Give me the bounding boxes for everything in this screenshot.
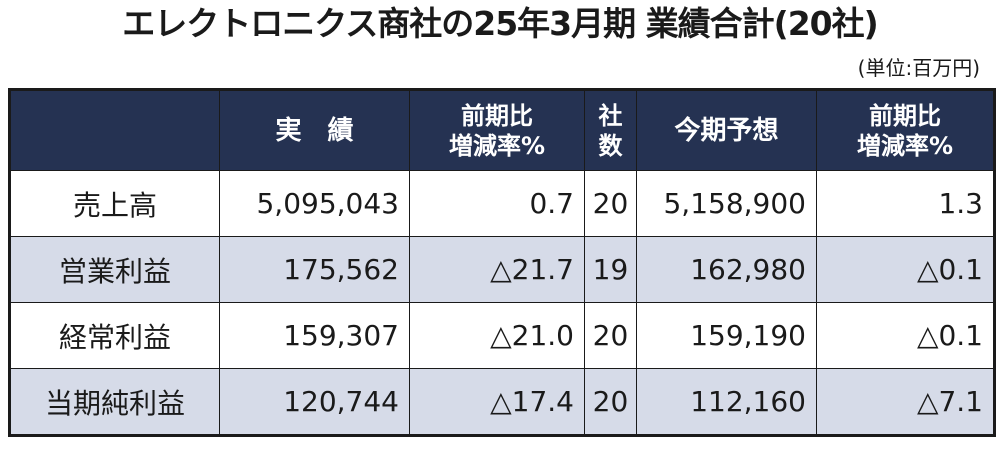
header-yoy: 前期比 増減率% — [409, 89, 585, 171]
row-label: 売上高 — [9, 170, 220, 237]
forecast-yoy-value: △0.1 — [816, 236, 995, 303]
actual-value: 120,744 — [219, 368, 410, 436]
header-companies: 社 数 — [584, 89, 637, 171]
companies-count: 20 — [584, 170, 637, 237]
header-forecast-yoy-line1: 前期比 — [869, 101, 941, 130]
yoy-value: △21.0 — [409, 302, 585, 369]
header-yoy-line1: 前期比 — [461, 101, 533, 130]
row-label: 当期純利益 — [9, 368, 220, 436]
companies-count: 20 — [584, 368, 637, 436]
actual-value: 175,562 — [219, 236, 410, 303]
companies-count: 19 — [584, 236, 637, 303]
header-forecast: 今期予想 — [636, 89, 817, 171]
table-header-row: 実績 前期比 増減率% 社 数 今期予想 前期比 増減率% — [9, 89, 995, 171]
yoy-value: △17.4 — [409, 368, 585, 436]
unit-note: (単位:百万円) — [857, 56, 980, 80]
header-actual: 実績 — [219, 89, 410, 171]
header-blank — [9, 89, 220, 171]
forecast-yoy-value: 1.3 — [816, 170, 995, 237]
yoy-value: 0.7 — [409, 170, 585, 237]
table-row: 売上高 5,095,043 0.7 20 5,158,900 1.3 — [9, 170, 995, 237]
actual-value: 159,307 — [219, 302, 410, 369]
table-row: 営業利益 175,562 △21.7 19 162,980 △0.1 — [9, 236, 995, 303]
companies-count: 20 — [584, 302, 637, 369]
forecast-value: 5,158,900 — [636, 170, 817, 237]
header-companies-line1: 社 — [598, 101, 623, 130]
row-label: 経常利益 — [9, 302, 220, 369]
header-companies-line2: 数 — [598, 131, 623, 160]
header-forecast-yoy: 前期比 増減率% — [816, 89, 995, 171]
forecast-value: 159,190 — [636, 302, 817, 369]
table-row: 経常利益 159,307 △21.0 20 159,190 △0.1 — [9, 302, 995, 369]
row-label: 営業利益 — [9, 236, 220, 303]
header-yoy-line2: 増減率% — [448, 131, 546, 160]
forecast-yoy-value: △0.1 — [816, 302, 995, 369]
actual-value: 5,095,043 — [219, 170, 410, 237]
page-title: エレクトロニクス商社の25年3月期 業績合計(20社) — [122, 4, 878, 43]
header-forecast-yoy-line2: 増減率% — [856, 131, 954, 160]
yoy-value: △21.7 — [409, 236, 585, 303]
forecast-value: 112,160 — [636, 368, 817, 436]
forecast-yoy-value: △7.1 — [816, 368, 995, 436]
table-row: 当期純利益 120,744 △17.4 20 112,160 △7.1 — [9, 368, 995, 436]
results-table: 実績 前期比 増減率% 社 数 今期予想 前期比 増減率% 売上高 5,095,… — [8, 88, 996, 437]
forecast-value: 162,980 — [636, 236, 817, 303]
